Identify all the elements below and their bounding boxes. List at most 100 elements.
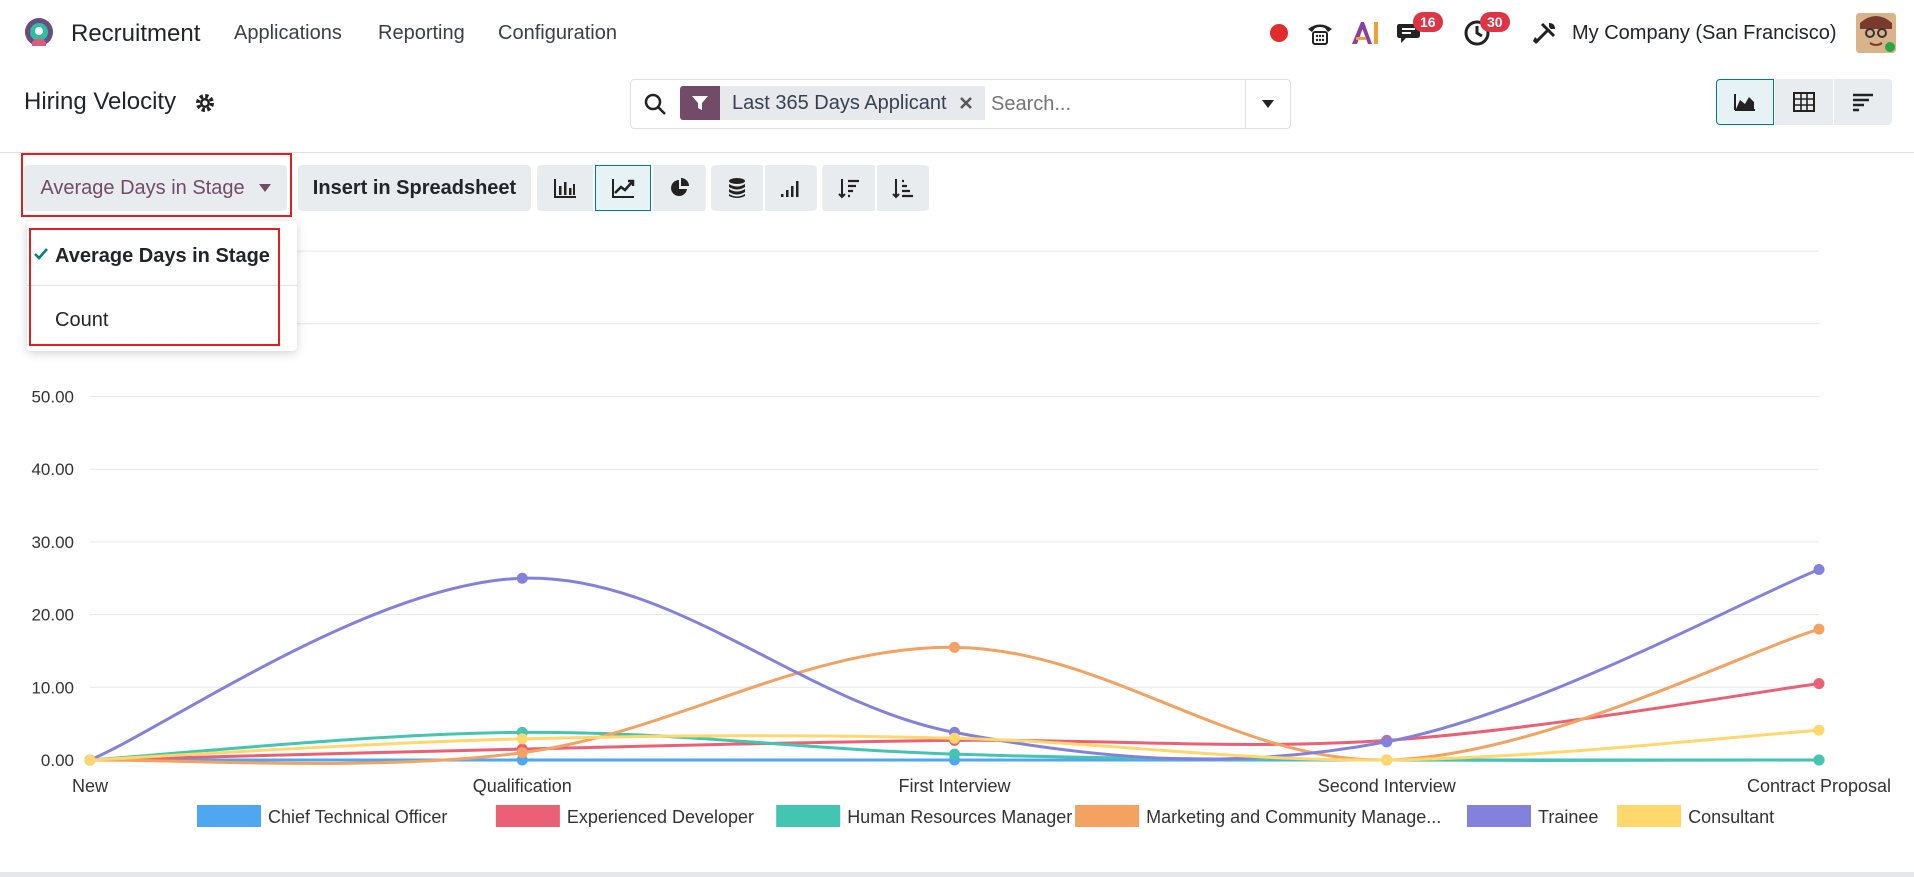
- legend-label: Chief Technical Officer: [268, 807, 447, 827]
- data-point: [949, 641, 960, 653]
- x-tick-label: Contract Proposal: [1747, 776, 1891, 796]
- company-switcher[interactable]: My Company (San Francisco): [1572, 22, 1837, 44]
- activities-clock-icon[interactable]: 30: [1462, 12, 1510, 48]
- legend-swatch: [495, 805, 560, 827]
- legend-swatch: [1075, 805, 1140, 827]
- search-options-toggle[interactable]: [1245, 80, 1290, 128]
- legend-swatch: [197, 805, 261, 827]
- dropdown-divider: [27, 285, 297, 286]
- caret-down-icon: [1262, 100, 1274, 108]
- pie-chart-button[interactable]: [653, 165, 706, 211]
- data-point: [1381, 754, 1393, 766]
- page-title: Hiring Velocity: [24, 88, 177, 115]
- insert-in-spreadsheet-button[interactable]: Insert in Spreadsheet: [298, 165, 531, 211]
- measures-dropdown-menu: Average Days in Stage Count: [27, 221, 297, 351]
- app-title[interactable]: Recruitment: [71, 20, 201, 47]
- data-point: [516, 733, 528, 745]
- y-tick-label: 40.00: [31, 460, 74, 479]
- legend-label: Consultant: [1688, 807, 1774, 827]
- search-bar: Last 365 Days Applicant: [630, 79, 1291, 129]
- activities-badge: 30: [1480, 12, 1510, 32]
- area-chart-icon: [1734, 94, 1755, 111]
- legend-label: Marketing and Community Manage...: [1146, 807, 1441, 827]
- cumulative-button[interactable]: [765, 165, 817, 211]
- legend-label: Experienced Developer: [567, 807, 754, 827]
- y-tick-label: 20.00: [31, 606, 74, 625]
- signal-bars-icon: [781, 181, 799, 197]
- gear-icon[interactable]: [194, 92, 216, 114]
- sort-descending-button[interactable]: [822, 165, 875, 211]
- bar-chart-icon: [554, 179, 576, 198]
- legend-swatch: [1617, 805, 1682, 827]
- data-point: [1813, 754, 1825, 766]
- recruitment-app-icon[interactable]: [22, 16, 56, 50]
- data-point: [1813, 564, 1825, 576]
- y-tick-label: 50.00: [31, 388, 74, 407]
- legend-label: Human Resources Manager: [847, 807, 1072, 827]
- cohort-icon: [1853, 93, 1873, 112]
- line-chart-button[interactable]: [595, 165, 651, 211]
- x-tick-label: Second Interview: [1318, 776, 1457, 796]
- measure-option-label: Count: [55, 308, 109, 331]
- y-tick-label: 10.00: [31, 678, 74, 697]
- line-chart: 0.00 10.00 20.00 30.00 40.00 50.00 New Qualific…: [31, 250, 1891, 827]
- line-chart-icon: [612, 179, 635, 198]
- data-point: [516, 572, 528, 584]
- sort-descending-icon: [837, 179, 859, 199]
- measure-option-label: Average Days in Stage: [55, 244, 270, 267]
- data-point: [1813, 623, 1825, 635]
- x-tick-label: First Interview: [898, 776, 1011, 796]
- stacked-button[interactable]: [711, 165, 763, 211]
- ai-icon[interactable]: [1350, 18, 1380, 48]
- graph-view-button[interactable]: [1716, 79, 1774, 125]
- data-point: [84, 754, 96, 766]
- control-panel: Hiring Velocity Last 365 Days Applicant: [0, 66, 1914, 153]
- close-icon[interactable]: [959, 96, 973, 110]
- measure-option-count[interactable]: Count: [27, 290, 297, 350]
- search-facet-label: Last 365 Days Applicant: [732, 92, 947, 114]
- sort-ascending-icon: [892, 179, 913, 199]
- table-icon: [1793, 92, 1815, 112]
- database-icon: [729, 178, 745, 198]
- series-line: [89, 682, 1820, 762]
- phone-icon[interactable]: [1305, 18, 1335, 48]
- x-tick-label: Qualification: [473, 776, 572, 796]
- search-icon[interactable]: [643, 92, 667, 116]
- search-facet[interactable]: Last 365 Days Applicant: [680, 86, 985, 120]
- legend-swatch: [776, 805, 841, 827]
- filter-icon: [680, 86, 720, 120]
- data-point: [1813, 724, 1825, 736]
- caret-down-icon: [258, 184, 271, 192]
- legend-label: Trainee: [1538, 807, 1598, 827]
- series-line: [89, 568, 1820, 762]
- messages-badge: 16: [1413, 12, 1443, 32]
- legend-swatch: [1467, 805, 1531, 827]
- recording-indicator-icon[interactable]: [1264, 18, 1294, 48]
- x-tick-label: New: [72, 776, 109, 796]
- pie-chart-icon: [670, 178, 689, 196]
- nav-applications[interactable]: Applications: [234, 22, 342, 44]
- cohort-view-button[interactable]: [1834, 79, 1892, 125]
- user-avatar[interactable]: [1856, 13, 1896, 53]
- top-navbar: Recruitment Applications Reporting Confi…: [0, 0, 1914, 66]
- nav-reporting[interactable]: Reporting: [378, 22, 465, 44]
- pivot-view-button[interactable]: [1775, 79, 1833, 125]
- data-point: [949, 732, 960, 744]
- data-point: [949, 748, 960, 760]
- measure-option-average-days[interactable]: Average Days in Stage: [27, 226, 297, 286]
- tools-icon[interactable]: [1530, 18, 1560, 48]
- data-point: [1381, 736, 1393, 748]
- data-point: [1813, 678, 1825, 690]
- nav-configuration[interactable]: Configuration: [498, 22, 617, 44]
- measures-dropdown-button[interactable]: Average Days in Stage: [24, 165, 287, 211]
- measures-dropdown-label: Average Days in Stage: [40, 176, 245, 199]
- sort-ascending-button[interactable]: [877, 165, 929, 211]
- data-point: [516, 747, 528, 759]
- search-input[interactable]: [989, 88, 1243, 120]
- check-icon: [34, 248, 48, 260]
- footer-divider: [0, 872, 1914, 877]
- messages-icon[interactable]: 16: [1395, 12, 1443, 48]
- y-tick-label: 30.00: [31, 533, 74, 552]
- y-tick-label: 0.00: [41, 751, 74, 770]
- bar-chart-button[interactable]: [537, 165, 593, 211]
